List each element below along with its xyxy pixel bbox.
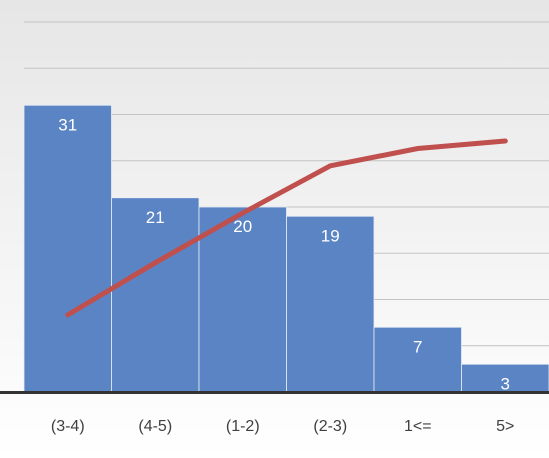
bar-series: [23, 104, 549, 393]
bar-data-label: 21: [146, 208, 165, 227]
x-tick-label: (3-4): [51, 418, 85, 435]
bar-data-label: 20: [233, 217, 252, 236]
x-tick-label: 5>: [496, 418, 514, 435]
bar: [23, 104, 112, 393]
bar-data-label: 7: [413, 337, 422, 356]
bar-data-label: 19: [321, 226, 340, 245]
x-tick-label: (4-5): [138, 418, 172, 435]
x-tick-label: 1<=: [404, 418, 432, 435]
bar-data-label: 31: [58, 115, 77, 134]
bar: [111, 197, 200, 393]
bar-data-labels: 31 21 20 19 7 3: [58, 115, 510, 393]
bar: [198, 206, 287, 393]
cumulative-line: [65, 138, 508, 318]
bar-data-label: 3: [501, 374, 510, 393]
bar: [286, 215, 375, 393]
x-axis-tick-labels: (3-4) (4-5) (1-2) (2-3) 1<= 5>: [51, 418, 515, 435]
x-tick-label: (2-3): [313, 418, 347, 435]
bar: [373, 326, 462, 393]
cumulative-line-series: [65, 138, 508, 318]
x-tick-label: (1-2): [226, 418, 260, 435]
